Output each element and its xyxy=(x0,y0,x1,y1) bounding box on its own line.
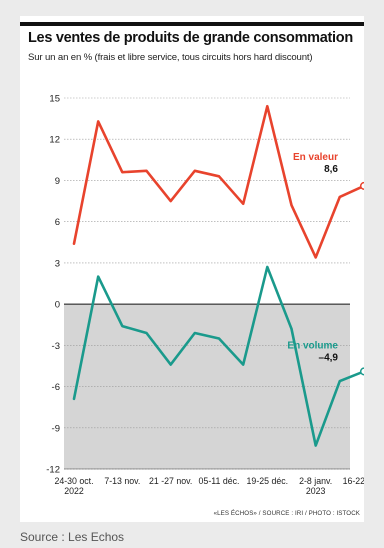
series-name-label: En valeur xyxy=(293,152,338,163)
credit-line: «LES ÉCHOS» / SOURCE : IRI / PHOTO : IST… xyxy=(213,510,360,517)
y-tick-label: -9 xyxy=(52,423,60,434)
source-caption: Source : Les Echos xyxy=(20,530,125,544)
chart-subtitle: Sur un an en % (frais et libre service, … xyxy=(28,52,313,63)
y-tick-label: -3 xyxy=(52,341,60,352)
y-tick-label: 15 xyxy=(49,94,60,105)
y-tick-label: 9 xyxy=(55,176,60,187)
y-tick-label: 0 xyxy=(55,300,60,311)
x-tick-label: 2022 xyxy=(64,486,84,496)
series-line-volume xyxy=(72,265,364,447)
series-end-value-label: –4,9 xyxy=(319,352,339,363)
y-tick-label: 3 xyxy=(55,258,60,269)
series-line-valeur xyxy=(72,104,364,259)
y-tick-label: -12 xyxy=(46,465,60,476)
series-end-marker xyxy=(359,367,364,376)
y-tick-label: -6 xyxy=(52,382,60,393)
series-end-marker xyxy=(359,181,364,190)
x-tick-label: 2-8 janv. xyxy=(299,476,332,486)
x-tick-label: 21 -27 nov. xyxy=(149,476,192,486)
x-tick-label: 19-25 déc. xyxy=(247,476,289,486)
series-name-label: En volume xyxy=(287,340,338,351)
series-end-value-label: 8,6 xyxy=(324,164,338,175)
x-tick-label: 7-13 nov. xyxy=(104,476,140,486)
y-tick-label: 12 xyxy=(49,135,60,146)
chart-card: Les ventes de produits de grande consomm… xyxy=(20,16,364,522)
x-tick-label: 16-22 janv. xyxy=(343,476,364,486)
x-tick-label: 24-30 oct. xyxy=(54,476,93,486)
title-rule xyxy=(20,22,364,26)
x-tick-label: 05-11 déc. xyxy=(199,476,240,486)
x-tick-label: 2023 xyxy=(306,486,326,496)
y-tick-label: 6 xyxy=(55,217,60,228)
chart-title: Les ventes de produits de grande consomm… xyxy=(28,30,353,46)
